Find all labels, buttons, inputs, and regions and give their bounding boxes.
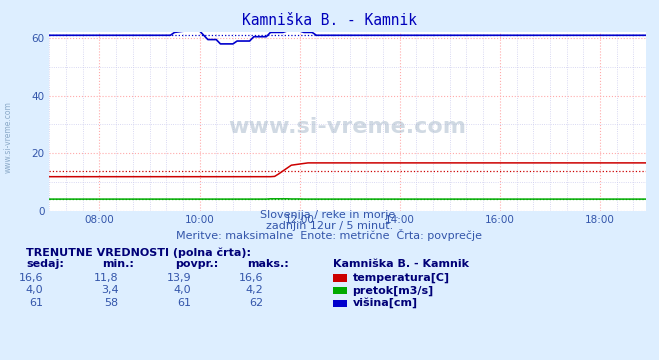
Text: 61: 61 xyxy=(177,298,191,308)
Text: www.si-vreme.com: www.si-vreme.com xyxy=(229,117,467,137)
Text: 16,6: 16,6 xyxy=(18,273,43,283)
Text: 4,0: 4,0 xyxy=(25,285,43,296)
Text: 16,6: 16,6 xyxy=(239,273,264,283)
Text: min.:: min.: xyxy=(102,259,134,269)
Text: Meritve: maksimalne  Enote: metrične  Črta: povprečje: Meritve: maksimalne Enote: metrične Črta… xyxy=(177,229,482,242)
Text: zadnjih 12ur / 5 minut.: zadnjih 12ur / 5 minut. xyxy=(266,221,393,231)
Text: temperatura[C]: temperatura[C] xyxy=(353,273,449,283)
Text: Slovenija / reke in morje.: Slovenija / reke in morje. xyxy=(260,210,399,220)
Text: www.si-vreme.com: www.si-vreme.com xyxy=(3,101,13,173)
Text: Kamniška B. - Kamnik: Kamniška B. - Kamnik xyxy=(333,259,469,269)
Text: sedaj:: sedaj: xyxy=(26,259,64,269)
Text: pretok[m3/s]: pretok[m3/s] xyxy=(353,285,434,296)
Text: 62: 62 xyxy=(250,298,264,308)
Text: TRENUTNE VREDNOSTI (polna črta):: TRENUTNE VREDNOSTI (polna črta): xyxy=(26,247,251,258)
Text: 61: 61 xyxy=(29,298,43,308)
Text: Kamniška B. - Kamnik: Kamniška B. - Kamnik xyxy=(242,13,417,28)
Text: 13,9: 13,9 xyxy=(167,273,191,283)
Text: maks.:: maks.: xyxy=(247,259,289,269)
Text: 4,2: 4,2 xyxy=(246,285,264,296)
Text: 4,0: 4,0 xyxy=(173,285,191,296)
Text: povpr.:: povpr.: xyxy=(175,259,218,269)
Text: višina[cm]: višina[cm] xyxy=(353,297,418,308)
Text: 3,4: 3,4 xyxy=(101,285,119,296)
Text: 11,8: 11,8 xyxy=(94,273,119,283)
Text: 58: 58 xyxy=(105,298,119,308)
